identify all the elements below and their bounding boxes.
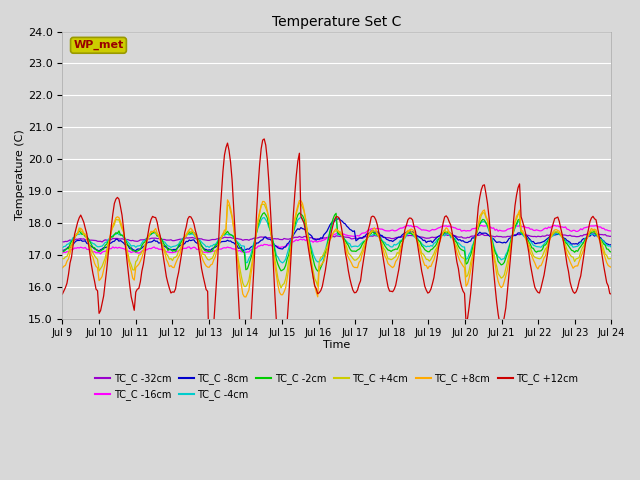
Line: TC_C +8cm: TC_C +8cm — [62, 200, 611, 297]
TC_C +8cm — [301, 216, 309, 221]
TC_C -4cm — [241, 243, 248, 249]
Line: TC_C -32cm: TC_C -32cm — [62, 233, 611, 242]
TC_C +8cm — [253, 228, 260, 234]
TC_C -2cm — [300, 216, 308, 221]
TC_C -8cm — [95, 248, 103, 254]
TC_C -8cm — [300, 226, 308, 232]
TC_C -32cm — [223, 235, 231, 240]
TC_C +8cm — [223, 197, 231, 203]
TC_C +12cm — [607, 291, 615, 297]
TC_C -32cm — [242, 237, 250, 242]
Text: WP_met: WP_met — [74, 40, 124, 50]
TC_C -8cm — [58, 247, 66, 253]
TC_C -2cm — [580, 240, 588, 245]
TC_C -2cm — [58, 249, 66, 254]
TC_C +12cm — [260, 136, 268, 142]
TC_C +12cm — [58, 291, 66, 297]
TC_C -16cm — [242, 250, 250, 255]
TC_C +12cm — [241, 369, 248, 375]
TC_C +12cm — [301, 228, 309, 234]
TC_C -8cm — [223, 238, 231, 243]
TC_C -4cm — [301, 225, 309, 230]
TC_C -32cm — [99, 239, 106, 245]
TC_C -32cm — [58, 239, 66, 245]
TC_C +4cm — [58, 256, 66, 262]
TC_C +4cm — [580, 243, 588, 249]
X-axis label: Time: Time — [323, 340, 351, 349]
TC_C -8cm — [580, 236, 588, 241]
TC_C -4cm — [279, 260, 287, 266]
TC_C -8cm — [607, 241, 615, 247]
TC_C -8cm — [335, 216, 343, 221]
TC_C +8cm — [222, 227, 230, 232]
TC_C -2cm — [260, 210, 268, 216]
Legend: TC_C -32cm, TC_C -16cm, TC_C -8cm, TC_C -4cm, TC_C -2cm, TC_C +4cm, TC_C +8cm, T: TC_C -32cm, TC_C -16cm, TC_C -8cm, TC_C … — [92, 369, 582, 404]
TC_C -2cm — [241, 250, 248, 255]
TC_C +4cm — [222, 227, 230, 233]
Line: TC_C -4cm: TC_C -4cm — [62, 217, 611, 263]
TC_C -4cm — [250, 241, 257, 247]
TC_C +4cm — [277, 285, 285, 291]
TC_C -16cm — [223, 244, 231, 250]
TC_C +8cm — [242, 294, 250, 300]
TC_C +12cm — [580, 253, 588, 259]
TC_C -16cm — [251, 245, 259, 251]
TC_C +4cm — [296, 200, 303, 206]
TC_C -4cm — [222, 231, 230, 237]
Line: TC_C -16cm: TC_C -16cm — [62, 226, 611, 254]
TC_C -2cm — [222, 230, 230, 236]
TC_C -4cm — [580, 240, 588, 245]
TC_C +4cm — [607, 255, 615, 261]
Y-axis label: Temperature (C): Temperature (C) — [15, 130, 25, 220]
TC_C +4cm — [241, 284, 248, 289]
TC_C -16cm — [58, 250, 66, 256]
TC_C -2cm — [250, 245, 257, 251]
TC_C +4cm — [126, 258, 134, 264]
TC_C +8cm — [244, 291, 252, 297]
TC_C -2cm — [314, 268, 321, 274]
TC_C +12cm — [242, 369, 250, 375]
TC_C +12cm — [251, 240, 259, 246]
TC_C -16cm — [127, 250, 135, 255]
TC_C +8cm — [126, 263, 134, 268]
TC_C -4cm — [126, 241, 134, 247]
TC_C +8cm — [607, 264, 615, 270]
TC_C -4cm — [607, 244, 615, 250]
TC_C +8cm — [580, 247, 588, 252]
TC_C -2cm — [126, 244, 134, 250]
TC_C -16cm — [607, 228, 615, 234]
TC_C -8cm — [242, 247, 250, 252]
TC_C -32cm — [579, 233, 586, 239]
TC_C -16cm — [300, 236, 308, 242]
TC_C +4cm — [301, 216, 309, 221]
TC_C -8cm — [251, 242, 259, 248]
TC_C +8cm — [58, 265, 66, 271]
Line: TC_C +4cm: TC_C +4cm — [62, 203, 611, 288]
TC_C -16cm — [580, 225, 588, 231]
TC_C -8cm — [127, 245, 135, 251]
TC_C -4cm — [297, 215, 305, 220]
TC_C -32cm — [251, 236, 259, 241]
TC_C -32cm — [607, 233, 615, 239]
TC_C -32cm — [127, 238, 135, 244]
TC_C +12cm — [222, 144, 230, 150]
Line: TC_C +12cm: TC_C +12cm — [62, 139, 611, 372]
TC_C +4cm — [250, 250, 257, 255]
TC_C +12cm — [126, 282, 134, 288]
TC_C -2cm — [607, 249, 615, 255]
TC_C -4cm — [58, 245, 66, 251]
TC_C -32cm — [300, 234, 308, 240]
TC_C -16cm — [97, 251, 104, 257]
TC_C -16cm — [551, 223, 559, 228]
Line: TC_C -8cm: TC_C -8cm — [62, 218, 611, 251]
Line: TC_C -2cm: TC_C -2cm — [62, 213, 611, 271]
Title: Temperature Set C: Temperature Set C — [272, 15, 401, 29]
TC_C -32cm — [591, 230, 598, 236]
